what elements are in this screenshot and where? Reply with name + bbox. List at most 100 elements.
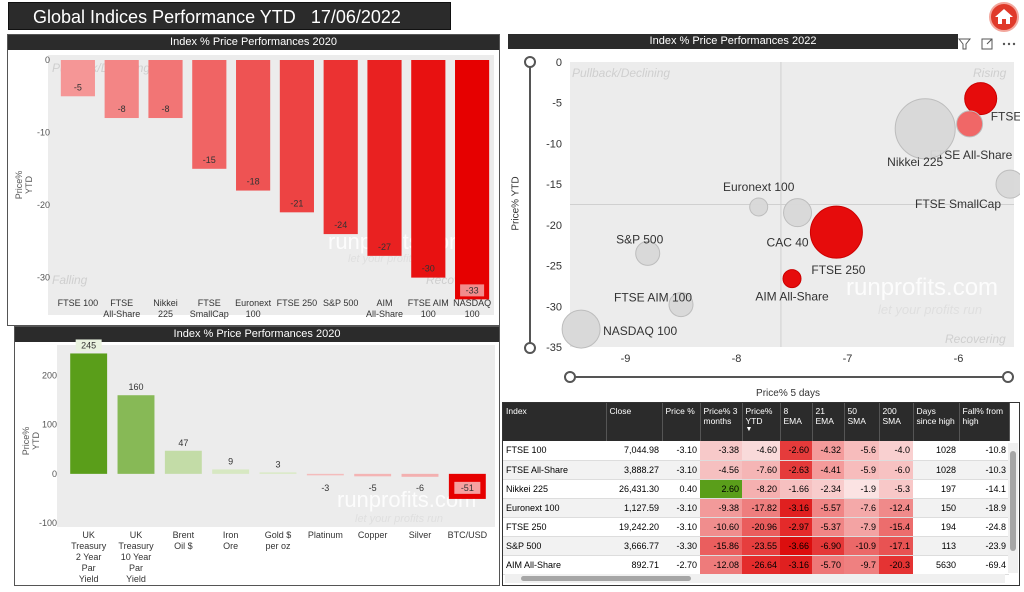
table-cell: 0.40 [662, 479, 700, 499]
table-row[interactable]: FTSE 250 19,242.20 -3.10 -10.60 -20.96 -2.97-… [503, 517, 1009, 537]
chart1-xtick: S&P 500 [323, 298, 358, 308]
more-options-icon[interactable] [1002, 42, 1016, 46]
chart1-bar [279, 60, 314, 213]
indices-table: Index Close Price % Price% 3 months Price% Y… [502, 402, 1020, 586]
table-horizontal-scroll-thumb[interactable] [521, 576, 691, 581]
table-cell: 197 [913, 479, 959, 499]
table-header-cell[interactable]: 50 SMA [844, 403, 880, 441]
chart1-data-label: -21 [290, 198, 303, 208]
table-cell: -3.30 [662, 536, 700, 556]
table-cell: 19,242.20 [606, 517, 662, 537]
table-header-cell[interactable]: Index [503, 403, 607, 441]
chart3-point-label: FTSE AIM 100 [614, 291, 692, 305]
chart2-bar [354, 473, 392, 477]
table-cell: FTSE All-Share [503, 460, 606, 480]
table-cell: -14.1 [959, 479, 1009, 499]
title-text: Global Indices Performance YTD [33, 7, 296, 27]
chart3-ytick: -20 [546, 220, 562, 232]
chart3-ytick: -10 [546, 138, 562, 150]
table-header-cell[interactable]: Price % [662, 403, 701, 441]
table-cell: -15.86 [700, 536, 742, 556]
table-cell: -4.32 [812, 441, 844, 461]
table-cell: -3.10 [662, 441, 700, 461]
chart2-data-label: -6 [416, 483, 424, 493]
table-header-cell[interactable]: Price% YTD ▼ [742, 403, 781, 441]
table-cell: 150 [913, 498, 959, 518]
chart2-ytick: 0 [52, 469, 57, 479]
table-row[interactable]: FTSE 100 7,044.98 -3.10 -3.38 -4.60 -2.60 -4.3… [503, 441, 1009, 461]
chart3-point [561, 309, 601, 349]
chart3-ytick: 0 [556, 57, 562, 69]
table-row[interactable]: Nikkei 225 26,431.30 0.40 2.60 -8.20 -1.66 -2.… [503, 479, 1009, 499]
chart1-xtick: Nikkei 225 [153, 298, 178, 319]
table-row[interactable]: Euronext 100 1,127.59 -3.10 -9.38 -17.82 -3.1… [503, 498, 1009, 518]
chart2-bar [259, 472, 297, 474]
chart3-x-slider-handle-left [564, 371, 576, 383]
table-cell: -1.9 [844, 479, 879, 499]
table-cell: -26.64 [742, 555, 780, 575]
chart3-point [749, 197, 769, 217]
table-cell: -2.70 [662, 555, 700, 575]
chart2-xtick: UK Treasury 10 Year Par Yield [118, 530, 154, 584]
table-horizontal-scrollbar[interactable] [505, 574, 1005, 583]
filter-icon[interactable] [957, 38, 972, 50]
table-header-row: Index Close Price % Price% 3 months Price% Y… [503, 403, 1010, 441]
table-vertical-scroll-thumb[interactable] [1010, 451, 1016, 551]
chart1-xtick: FTSE All-Share [103, 298, 140, 319]
chart2-xtick: BTC/USD [448, 530, 488, 540]
table-vertical-scrollbar[interactable] [1008, 443, 1018, 573]
data-table: Index Close Price % Price% 3 months Price% Y… [503, 403, 1010, 575]
chart1-title: Index % Price Performances 2020 [8, 35, 499, 50]
chart3-watermark-tagline: let your profits run [878, 302, 983, 317]
chart3-point-label: NASDAQ 100 [603, 324, 677, 338]
chart2-bar [306, 473, 344, 476]
chart2-svg: 200 100 0 -100 245 UK Treasury 2 Year Par Yield 16… [39, 339, 488, 584]
table-header-cell[interactable]: 200 SMA [879, 403, 914, 441]
chart2-data-label: 3 [275, 459, 280, 469]
table-header-cell[interactable]: Price% 3 months [700, 403, 743, 441]
table-header-cell[interactable]: Close [606, 403, 663, 441]
table-cell: FTSE 100 [503, 441, 606, 461]
chart1-quadrant-bottomleft: Falling [52, 273, 88, 287]
chart2-xtick: Silver [409, 530, 432, 540]
chart2-bar [117, 395, 155, 474]
chart1-xtick: AIM All-Share [366, 298, 403, 319]
table-cell: -3.16 [780, 498, 812, 518]
chart1-bar [455, 60, 490, 300]
table-cell: -5.70 [812, 555, 844, 575]
focus-mode-icon[interactable] [981, 38, 993, 50]
table-cell: 113 [913, 536, 959, 556]
table-cell: -12.08 [700, 555, 742, 575]
table-cell: -1.66 [780, 479, 812, 499]
chart1-bar [367, 60, 402, 256]
table-header-cell[interactable]: Days since high [913, 403, 960, 441]
chart3-y-slider-handle-bottom [524, 342, 536, 354]
chart2-data-label-bg [454, 481, 481, 494]
chart3-point-label: CAC 40 [767, 236, 809, 250]
table-header-cell[interactable]: 21 EMA [812, 403, 845, 441]
table-cell: -17.1 [879, 536, 913, 556]
table-row[interactable]: FTSE All-Share 3,888.27 -3.10 -4.56 -7.60 -2.… [503, 460, 1009, 480]
table-row[interactable]: S&P 500 3,666.77 -3.30 -15.86 -23.55 -3.66 -6.… [503, 536, 1009, 556]
table-cell: -4.60 [742, 441, 780, 461]
table-cell: -15.4 [879, 517, 913, 537]
chart2-data-label-bg [75, 339, 102, 352]
table-cell: AIM All-Share [503, 555, 606, 575]
table-header-cell[interactable]: Fall% from high [959, 403, 1010, 441]
table-cell: -10.60 [700, 517, 742, 537]
chart2-ytick: 200 [42, 371, 57, 381]
chart1-bar [148, 60, 183, 119]
chart2-data-label: -5 [369, 483, 377, 493]
table-cell: -8.20 [742, 479, 780, 499]
chart3-title: Index % Price Performances 2022 [508, 34, 958, 49]
visual-header-svg [957, 38, 1016, 50]
chart1-bar [60, 60, 95, 97]
table-cell: -5.9 [844, 460, 879, 480]
home-button[interactable] [989, 2, 1019, 32]
table-cell: -5.37 [812, 517, 844, 537]
table-row[interactable]: AIM All-Share 892.71 -2.70 -12.08 -26.64 -3.1… [503, 555, 1009, 575]
table-header-cell[interactable]: 8 EMA [780, 403, 813, 441]
chart1-bar [323, 60, 358, 235]
chart1-data-label: -33 [466, 285, 479, 295]
chart1-data-label: -18 [247, 177, 260, 187]
